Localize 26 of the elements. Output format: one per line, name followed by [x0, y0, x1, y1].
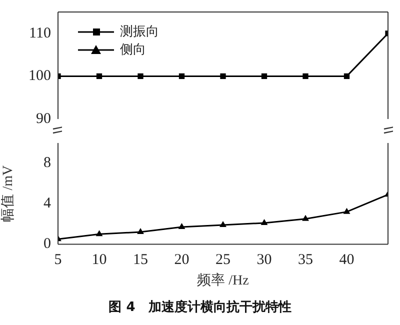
point — [137, 228, 144, 234]
x-tick-label: 10 — [92, 252, 107, 268]
y-tick-label: 90 — [36, 110, 51, 127]
legend-label: 侧向 — [120, 41, 146, 56]
point — [343, 208, 350, 214]
point — [96, 230, 103, 236]
x-tick-label: 20 — [174, 252, 190, 268]
point — [260, 218, 268, 225]
y-tick-label: 110 — [29, 25, 51, 42]
x-tick-label: 35 — [298, 252, 313, 268]
point — [220, 220, 226, 227]
x-axis-title: 频率 /Hz — [197, 272, 249, 288]
y-tick-label: 0 — [44, 236, 51, 252]
x-tick-label: 40 — [339, 252, 354, 268]
point — [302, 214, 309, 221]
y-tick-label: 4 — [44, 196, 52, 212]
x-tick-label: 5 — [54, 252, 62, 268]
y-tick-label: 100 — [28, 68, 51, 84]
legend-label: 测振向 — [120, 23, 159, 38]
point — [178, 222, 186, 229]
y-tick-label: 8 — [44, 155, 51, 172]
x-tick-label: 30 — [256, 252, 272, 268]
x-tick-label: 25 — [216, 252, 230, 268]
caption: 图 4 加速度计横向抗干扰特性 — [108, 298, 292, 316]
y-axis-title: 幅值 /mV — [0, 165, 16, 222]
x-tick-label: 15 — [133, 252, 148, 268]
